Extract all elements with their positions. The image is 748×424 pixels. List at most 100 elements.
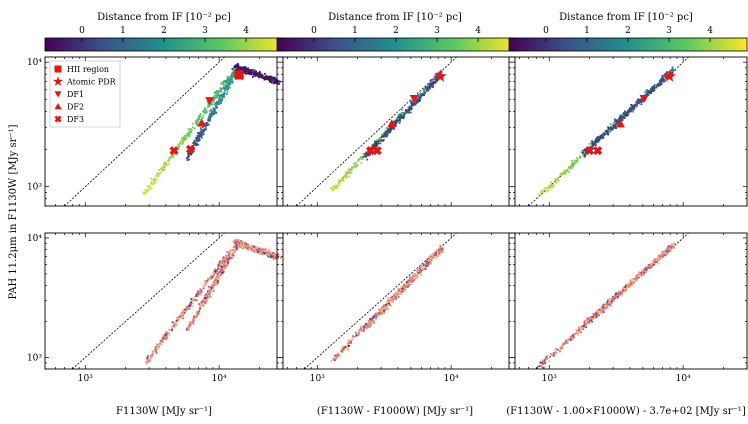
data-point (617, 290, 620, 293)
data-point (206, 294, 209, 297)
data-point (182, 317, 184, 320)
data-point (227, 85, 230, 88)
data-point (345, 174, 348, 177)
data-point (417, 98, 419, 101)
data-point (193, 148, 195, 151)
data-point (346, 345, 348, 348)
data-point (653, 85, 655, 87)
data-point (337, 184, 340, 187)
data-point (372, 319, 374, 322)
data-point (408, 109, 410, 112)
data-point (222, 257, 225, 260)
data-point (635, 105, 638, 108)
axes-frame (276, 56, 516, 207)
data-point (543, 187, 546, 190)
data-point (197, 137, 199, 140)
data-point (389, 126, 391, 129)
data-point (213, 282, 216, 285)
data-point (249, 73, 252, 75)
data-point (614, 122, 617, 125)
data-point (258, 76, 260, 79)
data-point (185, 134, 187, 137)
data-point (601, 307, 604, 310)
data-point (157, 346, 160, 349)
data-point (194, 295, 197, 298)
data-point (253, 249, 256, 252)
data-point (630, 107, 633, 110)
data-point (373, 315, 376, 318)
data-point (202, 114, 205, 117)
data-point (232, 250, 235, 252)
data-point (374, 144, 376, 146)
marker-atomic-pdr (232, 68, 246, 81)
data-point (614, 126, 616, 128)
data-point (247, 244, 249, 247)
data-point (347, 348, 350, 351)
data-point (623, 117, 626, 120)
data-point (386, 308, 389, 310)
data-point (389, 130, 392, 133)
data-point (263, 78, 266, 81)
data-point (586, 320, 589, 322)
data-point (220, 261, 223, 264)
data-point (208, 115, 211, 118)
data-point (622, 112, 625, 115)
data-point (615, 296, 617, 299)
data-point (272, 254, 275, 257)
data-point (593, 315, 596, 318)
data-point (204, 109, 207, 112)
data-point (382, 304, 385, 307)
data-point (612, 299, 615, 302)
data-point (187, 128, 190, 131)
data-point (657, 254, 660, 257)
data-point (612, 126, 615, 129)
data-point (347, 345, 350, 347)
data-point (401, 291, 404, 293)
data-point (596, 141, 598, 143)
data-point (630, 284, 633, 287)
data-point (414, 103, 417, 106)
data-point (608, 298, 611, 300)
data-point (660, 83, 663, 86)
data-point (387, 303, 389, 306)
data-point (617, 121, 620, 124)
data-point (652, 261, 655, 264)
data-point (580, 331, 582, 334)
data-point (334, 357, 337, 360)
data-point (371, 316, 374, 319)
data-point (565, 340, 567, 342)
data-point (369, 322, 372, 325)
data-point (411, 277, 413, 280)
data-point (633, 107, 636, 110)
data-point (197, 292, 200, 295)
colorbar-tick-label: 0 (311, 26, 317, 36)
data-point (360, 330, 363, 333)
data-point (207, 292, 210, 295)
data-point (592, 317, 594, 320)
data-point (652, 260, 655, 262)
data-point (231, 77, 234, 80)
marker-df3 (585, 146, 595, 156)
data-point (215, 280, 218, 283)
marker-df3 (593, 146, 603, 156)
data-point (189, 128, 191, 131)
data-point (400, 115, 403, 118)
data-point (594, 144, 597, 147)
data-point (430, 262, 433, 265)
data-point (383, 132, 386, 135)
data-point (547, 185, 550, 188)
data-point (207, 277, 209, 280)
data-point (352, 162, 355, 165)
data-point (225, 85, 228, 87)
data-point (665, 71, 668, 74)
data-point (167, 159, 170, 162)
data-point (158, 345, 160, 348)
legend-label: Atomic PDR (66, 78, 117, 87)
data-point (152, 179, 155, 182)
data-point (595, 309, 598, 312)
data-point (650, 265, 653, 268)
data-point (559, 350, 562, 353)
data-point (395, 119, 398, 122)
data-point (386, 299, 389, 302)
